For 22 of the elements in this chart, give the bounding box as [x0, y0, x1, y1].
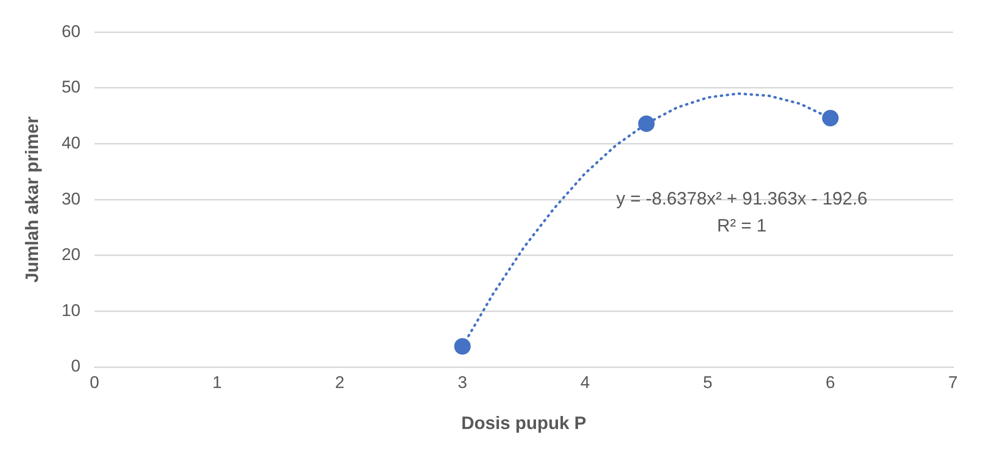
- x-tick-label: 7: [948, 372, 958, 392]
- y-tick-label: 20: [62, 245, 81, 264]
- x-tick-label: 0: [90, 372, 100, 392]
- x-tick-label: 3: [458, 372, 468, 392]
- y-tick-label: 10: [62, 300, 81, 320]
- x-tick-label: 5: [702, 372, 712, 392]
- x-tick-label: 6: [826, 372, 836, 392]
- point: [638, 115, 655, 132]
- y-tick-label: 40: [62, 133, 81, 152]
- x-axis-title: Dosis pupuk P: [461, 413, 586, 434]
- y-tick-label: 30: [62, 189, 81, 208]
- annotation: y = -8.6378x² + 91.363x - 192.6: [616, 188, 868, 209]
- y-tick-label: 50: [62, 78, 81, 97]
- x-tick-label: 1: [212, 372, 222, 392]
- y-tick-label: 0: [71, 356, 81, 376]
- x-tick-label: 4: [580, 372, 590, 392]
- x-tick-label: 2: [335, 372, 345, 392]
- y-tick-label: 60: [62, 22, 81, 41]
- y-axis-title: Jumlah akar primer: [22, 116, 42, 283]
- point: [454, 338, 471, 355]
- point: [822, 110, 839, 126]
- annotation: R² = 1: [717, 216, 767, 236]
